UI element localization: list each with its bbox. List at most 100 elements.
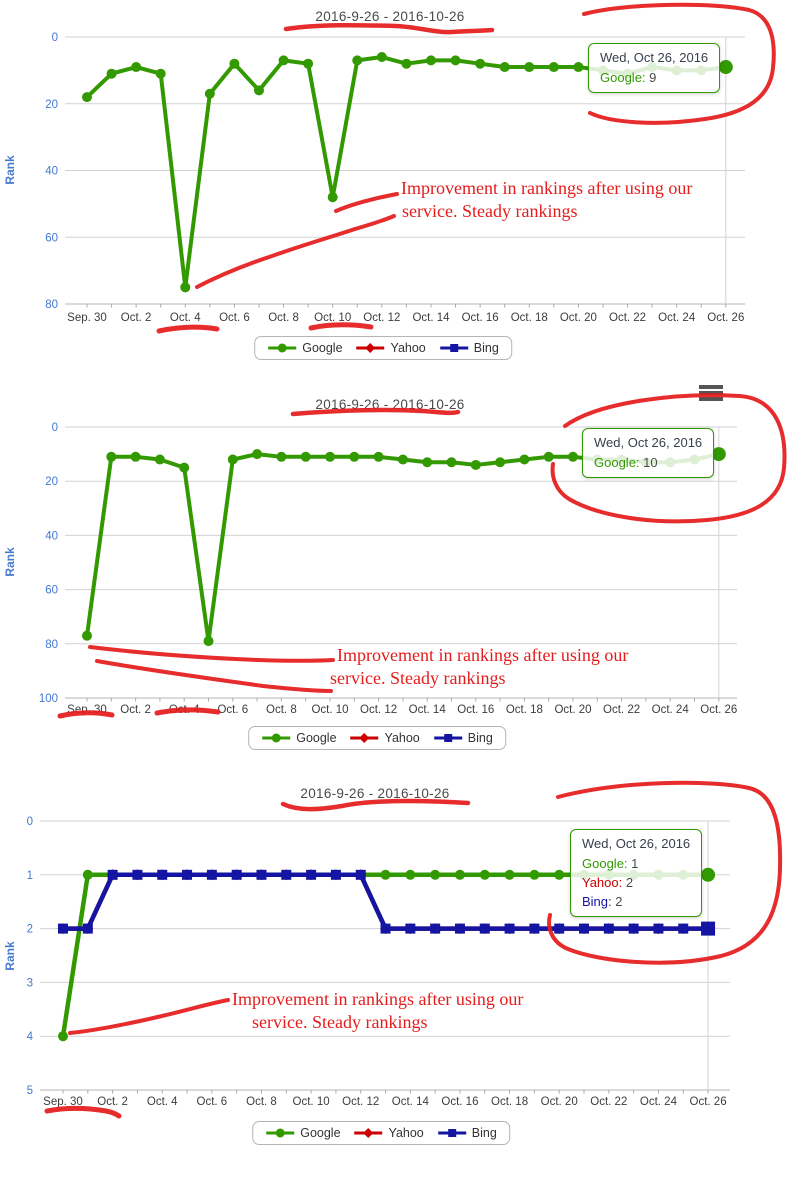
data-point-bing[interactable] — [82, 923, 93, 934]
data-point-google[interactable] — [204, 88, 215, 99]
data-point-bing[interactable] — [132, 869, 143, 880]
data-point-google[interactable] — [397, 454, 408, 465]
data-point-bing[interactable] — [579, 923, 590, 934]
data-point-google[interactable] — [106, 451, 117, 462]
data-point-google[interactable] — [252, 449, 263, 460]
data-point-google[interactable] — [179, 462, 190, 473]
chart-plot-area[interactable]: 0 20 40 60 80 Sep. 30 Oct. 2 Oct. 4 Oct. 6 Oct. 8… — [0, 0, 792, 380]
data-point-google[interactable] — [380, 869, 391, 880]
data-point-google[interactable] — [548, 62, 559, 73]
legend-item-bing[interactable]: Bing — [439, 341, 499, 355]
data-point-bing[interactable] — [454, 923, 465, 934]
data-point-google[interactable] — [154, 454, 165, 465]
yahoo-series-marker-icon — [350, 733, 379, 743]
legend-item-yahoo[interactable]: Yahoo — [356, 341, 426, 355]
data-point-bing[interactable] — [701, 921, 716, 936]
chart-plot-area[interactable]: 0 20 40 60 80 100 Sep. 30 Oct. 2 Oct. 4 Oct. 6 Oct… — [0, 380, 792, 770]
x-axis-tick-label: Oct. 16 — [462, 312, 499, 324]
data-point-google[interactable] — [373, 451, 384, 462]
data-point-bing[interactable] — [529, 923, 540, 934]
data-point-bing[interactable] — [330, 869, 341, 880]
data-point-google[interactable] — [454, 869, 465, 880]
tooltip-series-name: Google: — [594, 455, 640, 470]
data-point-google[interactable] — [405, 869, 416, 880]
data-point-bing[interactable] — [157, 869, 168, 880]
data-point-google[interactable] — [401, 58, 412, 69]
data-point-bing[interactable] — [628, 923, 639, 934]
data-point-bing[interactable] — [380, 923, 391, 934]
data-point-google[interactable] — [58, 1031, 68, 1042]
data-point-google[interactable] — [106, 68, 117, 79]
data-point-google[interactable] — [425, 55, 436, 66]
data-point-google[interactable] — [82, 92, 92, 103]
data-point-google[interactable] — [276, 451, 287, 462]
chart-legend: Google Yahoo Bing — [254, 336, 512, 360]
data-point-google[interactable] — [519, 454, 530, 465]
data-point-google[interactable] — [450, 55, 461, 66]
data-point-google[interactable] — [303, 58, 314, 69]
data-point-google[interactable] — [352, 55, 363, 66]
data-point-google[interactable] — [82, 630, 92, 641]
legend-item-google[interactable]: Google — [265, 1126, 341, 1140]
data-point-google[interactable] — [701, 867, 716, 882]
data-point-bing[interactable] — [678, 923, 689, 934]
data-point-google[interactable] — [130, 451, 141, 462]
data-point-bing[interactable] — [355, 869, 366, 880]
data-point-google[interactable] — [529, 869, 540, 880]
x-axis-tick-label: Oct. 2 — [120, 704, 151, 716]
data-point-google[interactable] — [430, 869, 441, 880]
data-point-bing[interactable] — [554, 923, 565, 934]
data-point-google[interactable] — [543, 451, 554, 462]
data-point-google[interactable] — [229, 58, 240, 69]
data-point-google[interactable] — [470, 459, 481, 470]
data-point-bing[interactable] — [281, 869, 292, 880]
data-point-bing[interactable] — [405, 923, 416, 934]
data-point-bing[interactable] — [306, 869, 317, 880]
data-point-google[interactable] — [475, 58, 486, 69]
data-point-google[interactable] — [82, 869, 93, 880]
data-point-google[interactable] — [131, 62, 142, 73]
legend-item-bing[interactable]: Bing — [437, 1126, 497, 1140]
data-point-google[interactable] — [325, 451, 335, 462]
hamburger-menu-icon[interactable] — [699, 385, 723, 403]
data-point-google[interactable] — [422, 457, 433, 468]
data-point-bing[interactable] — [653, 923, 664, 934]
data-point-bing[interactable] — [107, 869, 118, 880]
data-point-bing[interactable] — [256, 869, 267, 880]
data-point-google[interactable] — [446, 457, 457, 468]
data-point-bing[interactable] — [504, 923, 515, 934]
legend-item-google[interactable]: Google — [261, 731, 337, 745]
data-point-bing[interactable] — [206, 869, 217, 880]
data-point-google[interactable] — [253, 85, 264, 96]
data-point-bing[interactable] — [58, 923, 68, 934]
x-axis-tick-label: Oct. 8 — [268, 312, 299, 324]
legend-item-yahoo[interactable]: Yahoo — [354, 1126, 424, 1140]
data-point-bing[interactable] — [479, 923, 490, 934]
data-point-google[interactable] — [227, 454, 238, 465]
data-point-google[interactable] — [499, 62, 510, 73]
legend-item-google[interactable]: Google — [267, 341, 343, 355]
legend-item-bing[interactable]: Bing — [433, 731, 493, 745]
data-point-bing[interactable] — [231, 869, 242, 880]
data-point-google[interactable] — [718, 60, 733, 75]
data-point-google[interactable] — [376, 52, 387, 63]
data-point-google[interactable] — [554, 869, 565, 880]
data-point-google[interactable] — [349, 451, 360, 462]
data-point-google[interactable] — [479, 869, 490, 880]
data-point-google[interactable] — [495, 457, 506, 468]
data-point-google[interactable] — [327, 192, 338, 203]
data-point-google[interactable] — [524, 62, 535, 73]
data-point-google[interactable] — [504, 869, 515, 880]
data-point-google[interactable] — [155, 68, 166, 79]
data-point-google[interactable] — [203, 636, 214, 647]
tooltip-date: Wed, Oct 26, 2016 — [600, 50, 709, 65]
data-point-bing[interactable] — [182, 869, 193, 880]
data-point-google[interactable] — [300, 451, 311, 462]
data-point-google[interactable] — [573, 62, 584, 73]
data-point-google[interactable] — [568, 451, 578, 462]
data-point-google[interactable] — [278, 55, 289, 66]
data-point-bing[interactable] — [603, 923, 614, 934]
legend-item-yahoo[interactable]: Yahoo — [350, 731, 420, 745]
data-point-google[interactable] — [180, 282, 191, 293]
data-point-bing[interactable] — [430, 923, 441, 934]
